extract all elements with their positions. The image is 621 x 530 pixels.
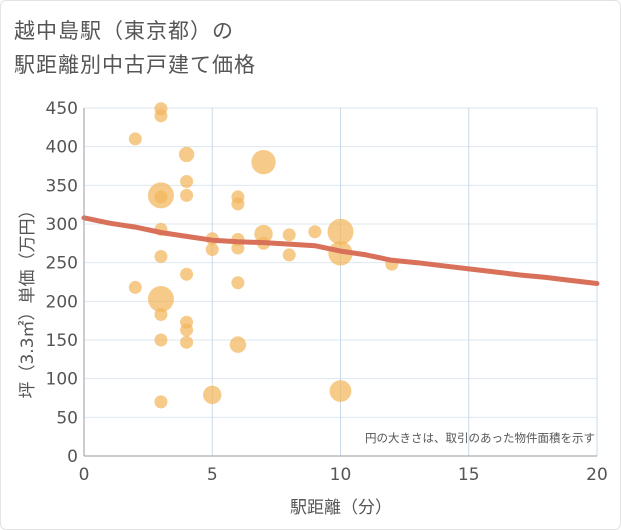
chart-title: 越中島駅（東京都）の 駅距離別中古戸建て価格 <box>14 14 256 82</box>
size-note: 円の大きさは、取引のあった物件面積を示す <box>365 431 595 445</box>
x-tick-label: 10 <box>330 465 352 485</box>
bubble-point <box>251 149 276 175</box>
bubble-point <box>254 224 273 244</box>
bubble-point <box>327 218 354 245</box>
trend-line <box>81 215 600 286</box>
x-tick-label: 0 <box>79 465 90 485</box>
bubble-point <box>180 174 194 188</box>
bubble-point <box>229 336 247 353</box>
y-tick-label: 200 <box>46 292 78 312</box>
bubble-point <box>203 385 222 405</box>
bubble-point <box>154 109 168 123</box>
y-tick-label: 150 <box>46 331 78 351</box>
bubble-point <box>178 146 195 163</box>
x-axis-label: 駅距離（分） <box>290 498 392 518</box>
chart-title-line2: 駅距離別中古戸建て価格 <box>14 53 256 77</box>
bubble-point <box>282 228 296 242</box>
bubble-point <box>282 248 296 262</box>
y-tick-label: 100 <box>46 370 78 390</box>
bubble-point <box>154 395 168 409</box>
y-tick-label: 400 <box>46 138 78 158</box>
y-tick-label: 350 <box>46 176 78 196</box>
bubble-point <box>308 225 322 239</box>
bubble-point <box>154 190 168 204</box>
y-tick-label: 450 <box>46 99 78 119</box>
x-tick-label: 15 <box>458 465 480 485</box>
bubble-point <box>205 243 219 257</box>
bubble-point <box>147 286 174 313</box>
bubble-point <box>329 380 352 402</box>
bubble-point <box>180 323 194 337</box>
y-tick-label: 250 <box>46 254 78 274</box>
y-tick-label: 0 <box>67 447 78 467</box>
bubble-point <box>180 267 194 281</box>
tick-labels: 0 50 100 150 200 250 300 350 400 450 0 5 10 15 20 <box>46 99 608 485</box>
bubble-series <box>128 102 399 409</box>
bubble-point <box>154 333 168 347</box>
bubble-point <box>128 132 142 146</box>
bubble-point <box>180 335 194 349</box>
y-axis-label: 坪（3.3㎡）単価（万円） <box>18 201 38 398</box>
bubble-point <box>180 188 194 202</box>
bubble-point <box>231 197 245 211</box>
y-tick-label: 50 <box>56 408 78 428</box>
bubble-point <box>154 249 168 263</box>
bubble-point <box>128 280 142 294</box>
x-tick-label: 20 <box>586 465 608 485</box>
chart-title-line1: 越中島駅（東京都）の <box>14 19 234 43</box>
y-tick-label: 300 <box>46 215 78 235</box>
bubble-point <box>231 241 245 255</box>
axes <box>83 108 597 457</box>
bubble-point <box>154 307 168 321</box>
trend-series <box>81 215 600 286</box>
bubble-point <box>231 276 245 290</box>
x-tick-label: 5 <box>207 465 218 485</box>
